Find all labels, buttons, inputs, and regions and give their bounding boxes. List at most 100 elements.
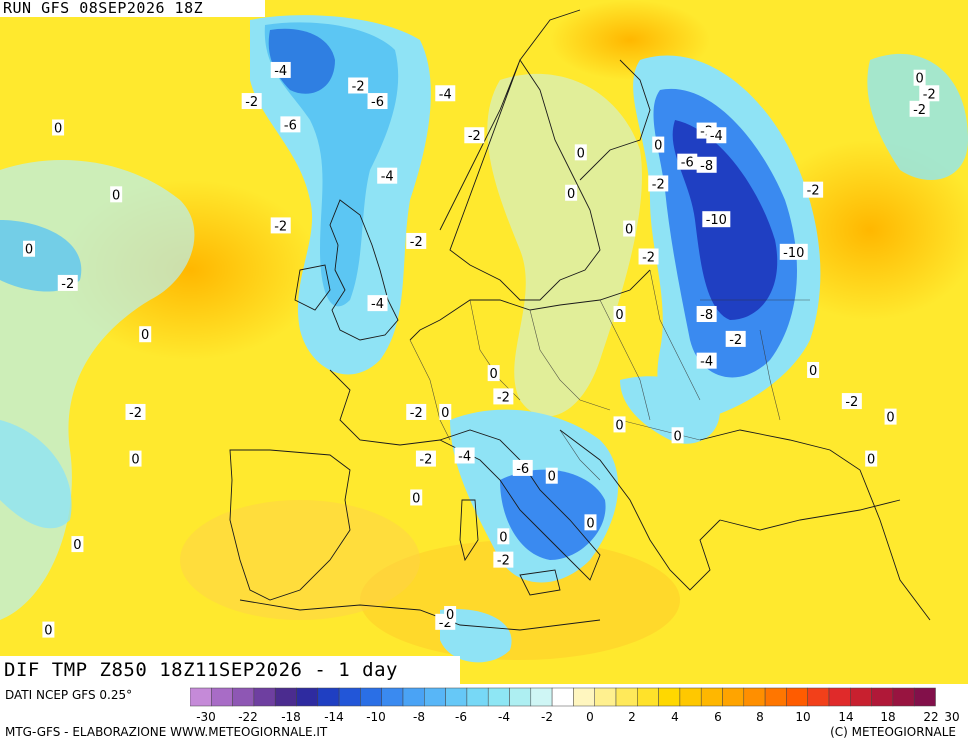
borders [409, 269, 810, 481]
data-source: DATI NCEP GFS 0.25° [5, 688, 133, 702]
contour-label-bg [702, 211, 731, 228]
contour-label: -2 [61, 277, 74, 292]
legend-swatch [551, 687, 574, 707]
contour-label: 0 [625, 223, 633, 238]
contour-label: -8 [700, 159, 713, 174]
legend-swatch [487, 687, 510, 707]
temperature-anomaly-map: -4-2-6-2-4-60-2-40-2-20-2-40-20000-2-40-… [0, 0, 968, 684]
contour-label-bg [574, 144, 587, 161]
coast-black-sea [699, 429, 931, 621]
legend-swatch [913, 687, 936, 707]
coast-balkans [559, 429, 721, 591]
contour-label-bg [57, 274, 78, 291]
contour-label: 0 [73, 538, 81, 553]
contour-label-bg [779, 243, 808, 260]
contour-label-bg [367, 93, 388, 110]
warm-anomaly-iberia [180, 500, 420, 620]
contour-label-bg [803, 181, 824, 198]
legend-tick-label: 22 [923, 710, 938, 724]
contour-label-bg [497, 528, 510, 545]
contour-label: 0 [25, 243, 33, 258]
contour-label: 0 [412, 491, 420, 506]
coast-sicily [519, 569, 561, 596]
contour-label-bg [23, 240, 36, 257]
contour-label-bg [671, 427, 684, 444]
contour-label-bg [613, 416, 626, 433]
coast-scandinavia [439, 9, 601, 301]
legend-swatch [253, 687, 276, 707]
legend-swatch [360, 687, 382, 707]
contour-label: -2 [652, 177, 665, 192]
contour-label-bg [71, 536, 84, 553]
contour-label: 0 [131, 453, 139, 468]
contour-label-bg [512, 459, 533, 476]
legend-tick-label: -2 [541, 710, 553, 724]
legend-swatch [274, 687, 297, 707]
contour-label: -2 [419, 453, 432, 468]
legend-swatch [232, 687, 255, 707]
contour-label-bg [841, 393, 862, 410]
contour-label: -4 [381, 170, 394, 185]
legend-tick-label: 18 [880, 710, 895, 724]
contour-label: 0 [548, 470, 556, 485]
coast-north-europe [409, 269, 651, 341]
contour-label-bg [367, 295, 388, 312]
contour-label: -2 [274, 219, 287, 234]
color-scale-legend: -30 -22 -18 -14 -10 -8 -6 -4 -2 0 2 4 6 8 10 14 18 22 30 [190, 687, 960, 724]
contour-label-bg [270, 61, 291, 78]
contour-label-bg [613, 306, 626, 323]
credit-right: (C) METEOGIORNALE [830, 725, 956, 739]
contour-label-bg [110, 186, 123, 203]
legend-swatch [658, 687, 681, 707]
legend-swatch [679, 687, 702, 707]
cold-pocket-africa [440, 609, 512, 663]
legend-tick-label: 14 [838, 710, 853, 724]
contour-label: 0 [441, 406, 449, 421]
contour-label: 0 [446, 608, 454, 623]
contour-label-bg [406, 403, 427, 420]
legend-swatch [850, 687, 872, 707]
contour-label-bg [439, 403, 452, 420]
contour-label: -2 [642, 251, 655, 266]
coastlines [229, 9, 931, 631]
contour-label: 0 [673, 429, 681, 444]
legend-swatch [615, 687, 638, 707]
legend-tick-label: -4 [498, 710, 510, 724]
contour-label-bg [696, 306, 717, 323]
contour-label-bg [884, 408, 897, 425]
contour-label-bg [913, 69, 926, 86]
legend-swatch [530, 687, 553, 707]
legend-swatch [700, 687, 723, 707]
legend-swatch [317, 687, 340, 707]
contour-label-bg [648, 175, 669, 192]
contour-label: 0 [141, 328, 149, 343]
contour-label: -10 [706, 213, 727, 228]
contour-labels: -4-2-6-2-4-60-2-40-2-20-2-40-20000-2-40-… [23, 61, 940, 639]
contour-label: -2 [352, 80, 365, 95]
contour-label-bg [348, 77, 369, 94]
legend-swatch [594, 687, 617, 707]
legend-tick-label: -10 [366, 710, 386, 724]
contour-label-bg [696, 156, 717, 173]
contour-label: -8 [700, 308, 713, 323]
contour-label: -4 [439, 87, 452, 102]
legend-swatch [424, 687, 446, 707]
contour-label: -2 [807, 184, 820, 199]
contour-label: -2 [923, 87, 936, 102]
coast-finland [579, 59, 651, 181]
map-title: DIF TMP Z850 18Z11SEP2026 - 1 day [0, 656, 460, 684]
contour-label-bg [42, 621, 55, 638]
legend-swatch [807, 687, 830, 707]
legend-swatch [338, 687, 361, 707]
contour-label-bg [565, 184, 578, 201]
contour-label-bg [241, 93, 262, 110]
legend-tick-label: -6 [455, 710, 467, 724]
contour-label-bg [129, 450, 142, 467]
legend-swatch [637, 687, 659, 707]
contour-label: -2 [468, 129, 481, 144]
coast-ireland [294, 264, 331, 311]
contour-label-bg [623, 220, 636, 237]
contour-label: 0 [809, 364, 817, 379]
legend-swatch [786, 687, 808, 707]
contour-label: 0 [567, 187, 575, 202]
